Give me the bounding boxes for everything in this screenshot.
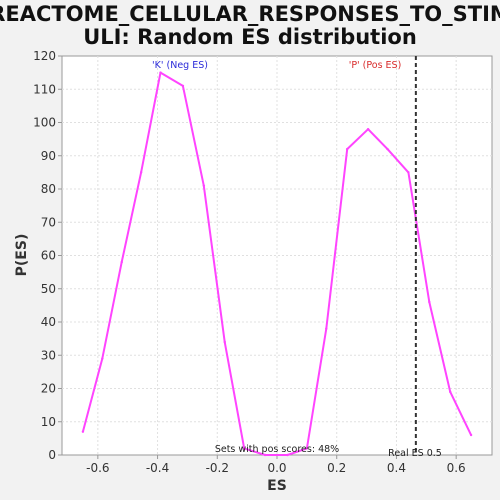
- es-data-point: [242, 447, 246, 450]
- es-data-point: [81, 430, 85, 433]
- es-data-point: [120, 260, 123, 264]
- es-data-point: [263, 453, 267, 457]
- x-tick-label: -0.2: [206, 461, 229, 475]
- x-tick-label: 0.2: [327, 461, 346, 475]
- y-tick-label: 40: [41, 315, 56, 329]
- es-data-point: [448, 390, 452, 394]
- pos-es-label: 'P' (Pos ES): [349, 60, 402, 71]
- es-data-point: [139, 171, 143, 174]
- y-tick-label: 90: [41, 149, 56, 163]
- y-tick-label: 60: [41, 249, 56, 263]
- es-data-point: [325, 327, 328, 330]
- y-tick-label: 110: [33, 82, 56, 96]
- y-tick-label: 0: [48, 448, 56, 462]
- es-data-point: [286, 453, 289, 457]
- y-tick-label: 120: [33, 49, 56, 63]
- y-axis-label: P(ES): [14, 234, 30, 277]
- y-tick-label: 80: [41, 182, 56, 196]
- y-tick-label: 100: [33, 116, 56, 130]
- es-data-point: [181, 84, 185, 88]
- es-data-point: [469, 433, 473, 437]
- y-tick-label: 70: [41, 215, 56, 229]
- x-tick-label: 0.0: [267, 461, 286, 475]
- x-axis-label: ES: [267, 478, 287, 494]
- x-axis-ticks: -0.6 -0.4 -0.2 0.0 0.2 0.4 0.6: [86, 455, 466, 475]
- es-data-point: [223, 340, 226, 344]
- es-data-point: [305, 447, 309, 450]
- x-tick-label: 0.4: [387, 461, 406, 475]
- chart-title-line-2: ULI: Random ES distribution: [83, 25, 417, 49]
- es-data-point: [202, 184, 206, 187]
- es-data-point: [159, 71, 162, 74]
- es-data-point: [366, 127, 370, 131]
- neg-es-label: 'K' (Neg ES): [152, 60, 208, 71]
- y-tick-label: 30: [41, 348, 56, 362]
- x-tick-label: 0.6: [447, 461, 466, 475]
- es-data-point: [345, 147, 349, 151]
- es-distribution-line: [81, 71, 473, 456]
- real-es-label: Real ES 0.5: [388, 448, 442, 459]
- x-tick-label: -0.6: [86, 461, 109, 475]
- y-tick-label: 50: [41, 282, 56, 296]
- chart-title-line-1: REACTOME_CELLULAR_RESPONSES_TO_STIM: [0, 2, 500, 26]
- y-tick-label: 20: [41, 382, 56, 396]
- pos-scores-text: Sets with pos scores: 48%: [215, 444, 339, 455]
- es-data-point: [386, 147, 389, 151]
- y-tick-label: 10: [41, 415, 56, 429]
- x-tick-label: -0.4: [146, 461, 169, 475]
- es-data-point: [428, 300, 431, 304]
- grid: [62, 56, 492, 455]
- y-axis-ticks: 0 10 20 30 40 50 60 70 80 90 100 110 120: [33, 49, 62, 462]
- series-layer: [81, 71, 473, 457]
- es-data-point: [101, 357, 104, 360]
- es-data-point: [407, 171, 410, 174]
